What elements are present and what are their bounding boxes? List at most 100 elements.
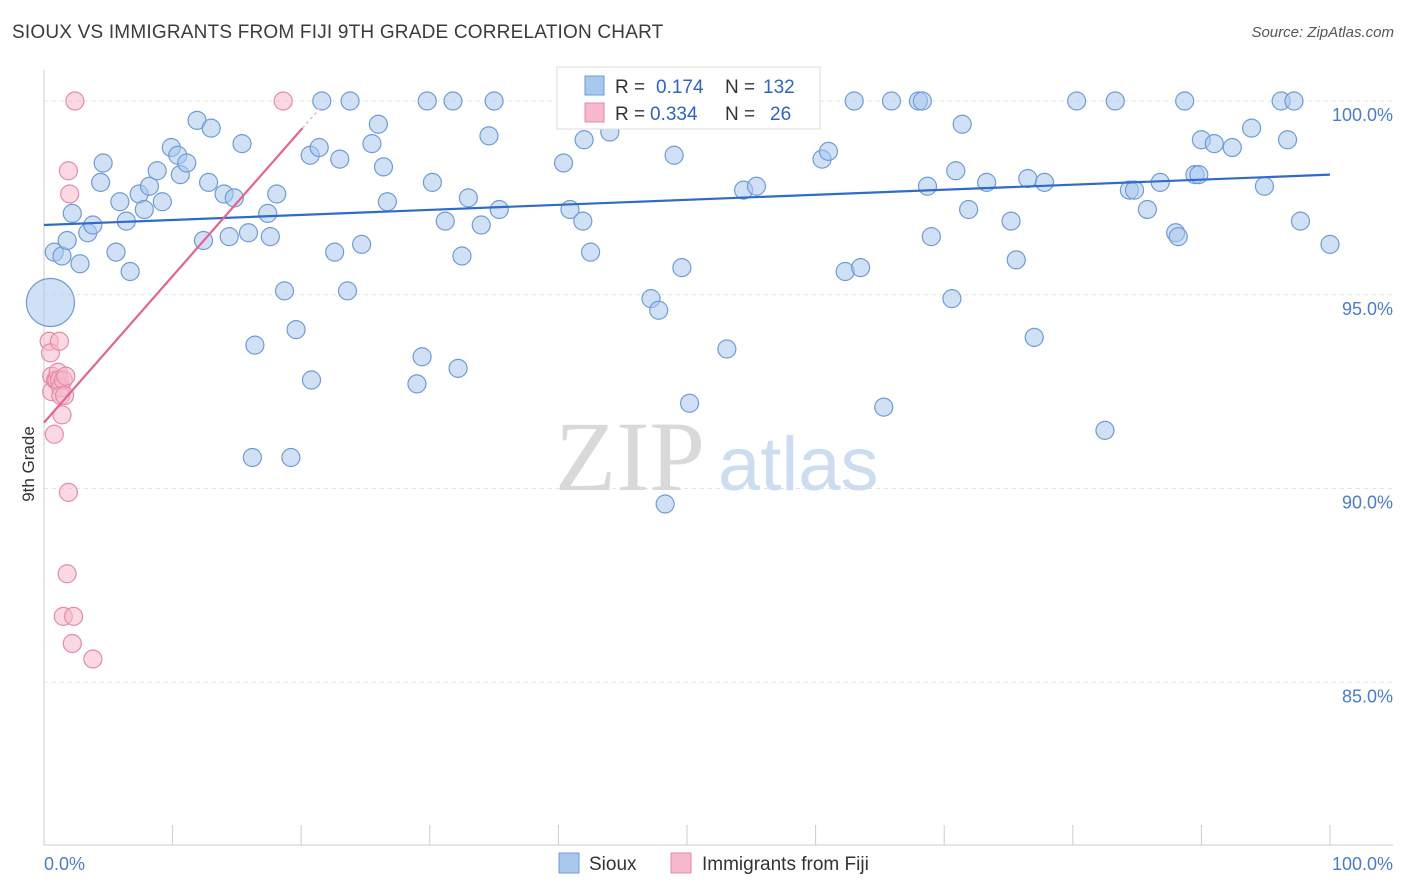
sioux-point-3 bbox=[57, 230, 77, 251]
bottom-legend-swatch-sioux bbox=[558, 852, 580, 874]
sioux-point-63 bbox=[479, 126, 499, 146]
sioux-point-125 bbox=[574, 130, 594, 150]
sioux-point-22 bbox=[177, 153, 197, 173]
sioux-point-39 bbox=[286, 320, 306, 340]
sioux-point-30 bbox=[232, 134, 252, 154]
sioux-point-100 bbox=[1018, 168, 1038, 189]
sioux-point-86 bbox=[851, 258, 871, 278]
sioux-point-76 bbox=[679, 393, 700, 413]
fiji-point-16 bbox=[57, 564, 77, 584]
legend-fiji-r-value: 0.334 bbox=[650, 104, 698, 125]
sioux-point-4 bbox=[62, 203, 82, 223]
sioux-point-55 bbox=[417, 91, 437, 111]
legend-swatch-sioux bbox=[584, 75, 605, 96]
fiji-trend-extension bbox=[301, 105, 323, 129]
sioux-point-117 bbox=[1222, 137, 1242, 158]
legend-sioux-r-label: R = bbox=[615, 77, 645, 98]
watermark: ZIP atlas bbox=[555, 401, 879, 512]
sioux-point-0 bbox=[25, 277, 76, 328]
sioux-point-49 bbox=[362, 134, 382, 154]
sioux-point-5 bbox=[70, 254, 90, 274]
fiji-point-22 bbox=[63, 606, 84, 626]
sioux-point-112 bbox=[1175, 91, 1195, 111]
sioux-point-121 bbox=[1277, 130, 1298, 150]
sioux-point-9 bbox=[93, 153, 113, 173]
sioux-point-98 bbox=[1001, 211, 1021, 231]
sioux-point-116 bbox=[1204, 134, 1224, 154]
trend-lines bbox=[43, 105, 1331, 424]
bottom-legend-fiji: Immigrants from Fiji bbox=[702, 854, 869, 875]
sioux-point-75 bbox=[672, 258, 692, 278]
legend-sioux-n-label: N = bbox=[725, 77, 755, 98]
sioux-point-13 bbox=[120, 261, 140, 282]
sioux-point-99 bbox=[1006, 250, 1026, 270]
bottom-legend-sioux: Sioux bbox=[589, 854, 637, 875]
sioux-point-48 bbox=[352, 234, 372, 254]
sioux-point-36 bbox=[267, 184, 287, 204]
x-tick-label-1: 100.0% bbox=[1332, 854, 1393, 874]
sioux-point-38 bbox=[281, 447, 301, 468]
sioux-point-26 bbox=[201, 118, 221, 138]
sioux-point-8 bbox=[90, 172, 111, 192]
sioux-point-69 bbox=[580, 242, 601, 262]
fiji-point-25 bbox=[273, 91, 293, 111]
y-tick-label-1: 90.0% bbox=[1342, 493, 1393, 513]
y-tick-label-3: 100.0% bbox=[1332, 105, 1393, 125]
fiji-point-8 bbox=[49, 331, 70, 351]
sioux-point-31 bbox=[238, 223, 259, 243]
sioux-point-53 bbox=[407, 374, 427, 394]
sioux-point-52 bbox=[377, 192, 397, 212]
y-tick-label-2: 95.0% bbox=[1342, 299, 1393, 319]
fiji-point-18 bbox=[58, 161, 79, 181]
sioux-point-78 bbox=[717, 339, 737, 359]
legend-sioux-r-value: 0.174 bbox=[656, 77, 704, 98]
sioux-points bbox=[25, 91, 1340, 514]
sioux-point-42 bbox=[309, 137, 329, 158]
legend-sioux-n-value: 132 bbox=[763, 77, 795, 98]
fiji-point-23 bbox=[65, 91, 85, 111]
legend-fiji-r-label: R = bbox=[615, 104, 645, 125]
sioux-point-16 bbox=[139, 176, 160, 196]
sioux-point-118 bbox=[1241, 118, 1262, 138]
sioux-point-37 bbox=[274, 281, 295, 301]
sioux-point-58 bbox=[443, 91, 463, 111]
sioux-point-96 bbox=[959, 199, 979, 220]
y-axis-label: 9th Grade bbox=[19, 426, 38, 502]
sioux-point-103 bbox=[1067, 91, 1087, 111]
sioux-point-92 bbox=[921, 227, 941, 247]
sioux-point-93 bbox=[942, 289, 962, 309]
sioux-point-87 bbox=[881, 91, 902, 111]
fiji-point-20 bbox=[62, 633, 82, 654]
sioux-point-34 bbox=[258, 203, 278, 223]
watermark-zip: ZIP bbox=[555, 401, 705, 512]
sioux-point-50 bbox=[368, 114, 388, 134]
sioux-point-94 bbox=[946, 161, 966, 181]
sioux-point-64 bbox=[484, 91, 504, 111]
sioux-point-54 bbox=[412, 347, 432, 367]
legend-fiji-n-label: N = bbox=[725, 104, 755, 125]
sioux-point-68 bbox=[573, 211, 593, 231]
fiji-points bbox=[39, 91, 293, 669]
sioux-point-60 bbox=[452, 246, 472, 266]
sioux-point-44 bbox=[325, 242, 345, 262]
sioux-point-108 bbox=[1137, 199, 1157, 220]
axes bbox=[43, 70, 1393, 846]
sioux-point-85 bbox=[844, 91, 864, 111]
sioux-point-10 bbox=[106, 242, 126, 262]
sioux-point-11 bbox=[110, 192, 130, 212]
y-tick-label-0: 85.0% bbox=[1342, 686, 1393, 706]
sioux-point-111 bbox=[1168, 227, 1188, 247]
sioux-point-101 bbox=[1024, 327, 1044, 347]
sioux-point-83 bbox=[818, 141, 839, 161]
legend-swatch-fiji bbox=[584, 102, 605, 123]
sioux-point-35 bbox=[260, 227, 280, 247]
sioux-point-90 bbox=[912, 91, 932, 111]
fiji-point-14 bbox=[54, 385, 75, 406]
sioux-point-105 bbox=[1105, 91, 1125, 111]
sioux-point-25 bbox=[199, 172, 219, 192]
legend: R = 0.174 N = 132 R = 0.334 N = 26 bbox=[556, 66, 821, 130]
sioux-point-124 bbox=[1320, 234, 1340, 254]
sioux-point-104 bbox=[1095, 420, 1115, 440]
sioux-point-107 bbox=[1124, 180, 1145, 200]
sioux-point-46 bbox=[337, 281, 358, 301]
